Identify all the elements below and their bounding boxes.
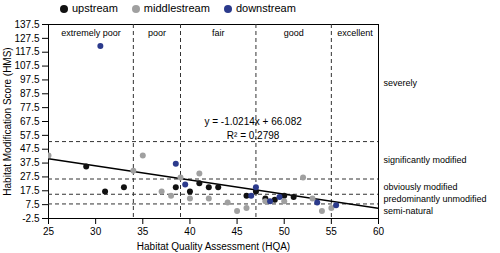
- svg-text:R² = 0.2798: R² = 0.2798: [227, 130, 280, 141]
- svg-text:Habitat Quality Assessment (HQ: Habitat Quality Assessment (HQA): [137, 241, 290, 252]
- svg-text:semi-natural: semi-natural: [384, 206, 434, 216]
- html-text:middlestream: middlestream: [143, 2, 210, 14]
- svg-text:67.5: 67.5: [20, 116, 40, 127]
- svg-text:fair: fair: [212, 28, 225, 38]
- svg-text:137.5: 137.5: [14, 19, 39, 30]
- svg-text:extremely poor: extremely poor: [61, 28, 121, 38]
- svg-text:47.5: 47.5: [20, 143, 40, 154]
- svg-text:117.5: 117.5: [15, 46, 40, 57]
- svg-text:7.5: 7.5: [26, 199, 40, 210]
- svg-text:127.5: 127.5: [14, 33, 39, 44]
- svg-text:25: 25: [43, 226, 55, 237]
- svg-text:30: 30: [90, 226, 102, 237]
- svg-text:-2.5: -2.5: [22, 213, 40, 224]
- svg-text:significantly modified: significantly modified: [384, 155, 467, 165]
- svg-text:107.5: 107.5: [14, 60, 39, 71]
- svg-text:50: 50: [279, 226, 291, 237]
- svg-text:poor: poor: [148, 28, 166, 38]
- svg-text:55: 55: [326, 226, 338, 237]
- svg-text:Habitat Modification Score (HM: Habitat Modification Score (HMS): [2, 47, 13, 195]
- svg-text:predominantly unmodified: predominantly unmodified: [384, 194, 487, 204]
- svg-text:45: 45: [232, 226, 244, 237]
- svg-text:good: good: [284, 28, 304, 38]
- svg-text:y = -1.0214x + 66.082: y = -1.0214x + 66.082: [204, 116, 302, 127]
- svg-text:severely: severely: [384, 78, 418, 88]
- svg-text:excellent: excellent: [337, 28, 373, 38]
- svg-text:17.5: 17.5: [20, 185, 40, 196]
- svg-text:40: 40: [184, 226, 196, 237]
- html-text:upstream: upstream: [72, 2, 118, 14]
- svg-text:obviously modified: obviously modified: [384, 182, 458, 192]
- svg-text:37.5: 37.5: [20, 157, 40, 168]
- svg-text:27.5: 27.5: [20, 171, 40, 182]
- svg-text:97.5: 97.5: [20, 74, 40, 85]
- svg-text:35: 35: [137, 226, 149, 237]
- svg-text:87.5: 87.5: [20, 88, 40, 99]
- svg-text:77.5: 77.5: [20, 102, 40, 113]
- svg-text:60: 60: [373, 226, 385, 237]
- svg-text:57.5: 57.5: [20, 130, 40, 141]
- html-text:downstream: downstream: [235, 2, 296, 14]
